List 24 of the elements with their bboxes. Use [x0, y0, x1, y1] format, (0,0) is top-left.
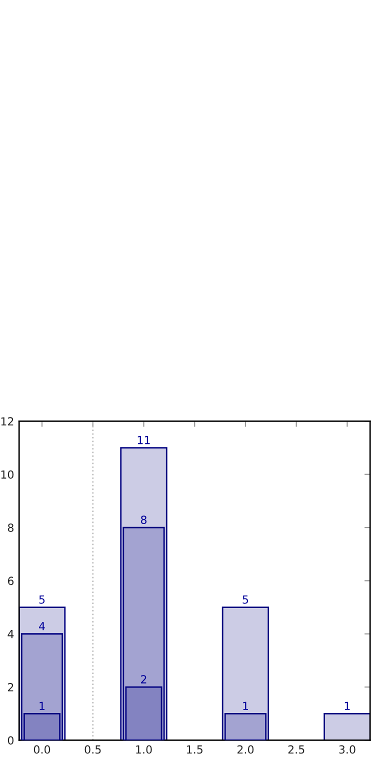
data-label: 5: [242, 595, 248, 604]
data-label: 2: [141, 675, 146, 684]
x-tick-label: 2.0: [237, 745, 254, 754]
y-tick-label: 4: [8, 630, 14, 638]
y-tick-label: 0: [8, 736, 14, 745]
x-tick-label: 3.0: [339, 745, 356, 754]
bar: [324, 712, 370, 740]
y-tick-label: 10: [1, 470, 14, 479]
y-tick-label: 12: [1, 417, 14, 426]
data-label: 11: [138, 436, 150, 444]
x-tick-label: 0.0: [34, 745, 50, 754]
y-tick-label: 8: [8, 524, 14, 532]
data-label: 5: [39, 595, 45, 604]
x-tick-label: 1.5: [186, 745, 202, 754]
data-label: 1: [243, 702, 248, 710]
x-tick-label: 1.0: [136, 745, 152, 754]
x-tick-label: 2.5: [288, 745, 304, 754]
y-tick-label: 2: [8, 683, 14, 692]
data-label: 1: [344, 702, 350, 710]
data-label: 4: [39, 622, 45, 630]
data-label: 8: [140, 516, 147, 524]
y-tick-label: 6: [8, 576, 14, 586]
x-tick-label: 0.5: [84, 745, 101, 754]
data-label: 1: [40, 702, 45, 710]
